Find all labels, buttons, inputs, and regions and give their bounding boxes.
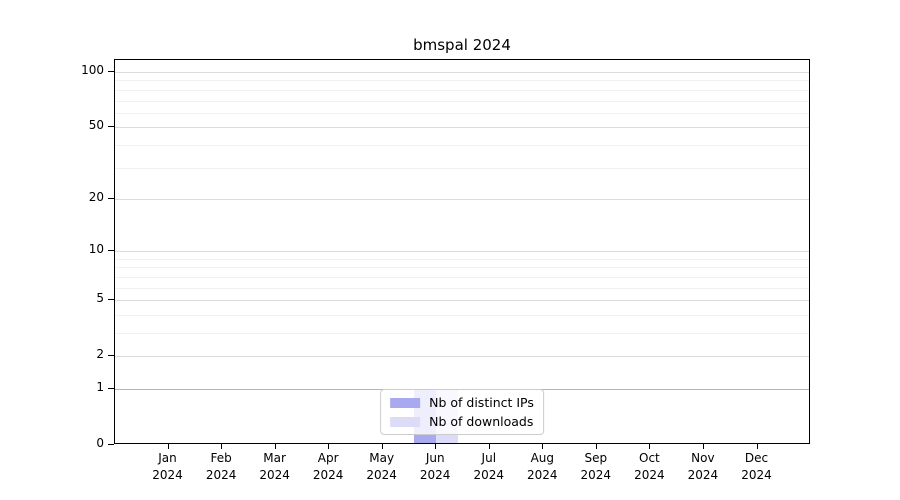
x-tick-label: May 2024 [366,451,397,482]
legend: Nb of distinct IPs Nb of downloads [380,389,544,435]
x-tick-label: Apr 2024 [312,451,344,482]
x-tick-mark [167,444,169,449]
legend-swatch-downloads [390,416,421,427]
y-tick-label: 20 [88,189,104,204]
y-tick-mark [108,126,114,128]
y-tick-mark [108,71,114,72]
x-tick-label: Aug 2024 [527,451,558,482]
gridline-minor [115,100,809,102]
y-tick-label: 1 [96,380,104,394]
legend-swatch-distinct-ips [390,397,421,408]
x-tick-label: Jul 2024 [473,451,505,482]
y-tick-mark [108,444,114,445]
gridline-major [115,72,809,73]
x-tick-label: Sep 2024 [580,451,612,482]
gridline-minor [115,89,809,91]
y-tick-label: 5 [96,291,104,306]
y-tick-mark [108,299,114,301]
x-tick-mark [328,444,330,449]
x-tick-mark [221,444,223,449]
gridline-minor [115,80,809,82]
chart-title: bmspal 2024 [413,36,511,54]
y-tick-mark [108,197,114,199]
gridline-minor [115,267,809,269]
y-tick-label: 2 [96,347,104,362]
x-tick-mark [274,444,276,449]
x-tick-label: Mar 2024 [259,451,290,482]
x-tick-mark [542,444,544,449]
gridline-major [115,198,809,200]
gridline-minor [115,144,809,146]
y-tick-mark [108,388,114,389]
x-tick-mark [381,444,383,449]
y-tick-mark [108,250,114,252]
gridline-minor [115,276,809,278]
y-tick-label: 10 [88,242,104,257]
y-tick-mark [108,355,114,357]
gridline-minor [115,314,809,316]
gridline-minor [115,258,809,260]
x-tick-label: Jan 2024 [152,451,183,482]
legend-item: Nb of distinct IPs [390,395,534,410]
x-tick-mark [435,444,437,449]
gridline-major [115,251,809,253]
gridline-minor [115,287,809,289]
y-tick-label: 50 [88,118,104,133]
x-tick-mark [649,444,651,449]
gridline-major [115,300,809,302]
x-tick-label: Feb 2024 [205,451,237,482]
y-tick-label: 0 [96,436,104,450]
y-tick-label: 100 [81,63,104,77]
gridline-major [115,356,809,358]
gridline-minor [115,333,809,334]
x-tick-label: Oct 2024 [634,451,665,482]
x-tick-label: Dec 2024 [741,451,772,482]
gridline-minor [115,167,809,169]
legend-item: Nb of downloads [390,414,534,429]
x-tick-label: Jun 2024 [419,451,451,482]
gridline-minor [115,112,809,114]
plot-area: Nb of distinct IPs Nb of downloads [114,59,810,444]
gridline-major [115,127,809,129]
x-tick-label: Nov 2024 [687,451,719,482]
legend-label: Nb of downloads [429,414,534,429]
x-tick-mark [702,444,704,449]
x-tick-mark [756,444,758,449]
x-tick-mark [488,444,490,449]
x-tick-mark [595,444,597,449]
legend-label: Nb of distinct IPs [429,395,534,410]
